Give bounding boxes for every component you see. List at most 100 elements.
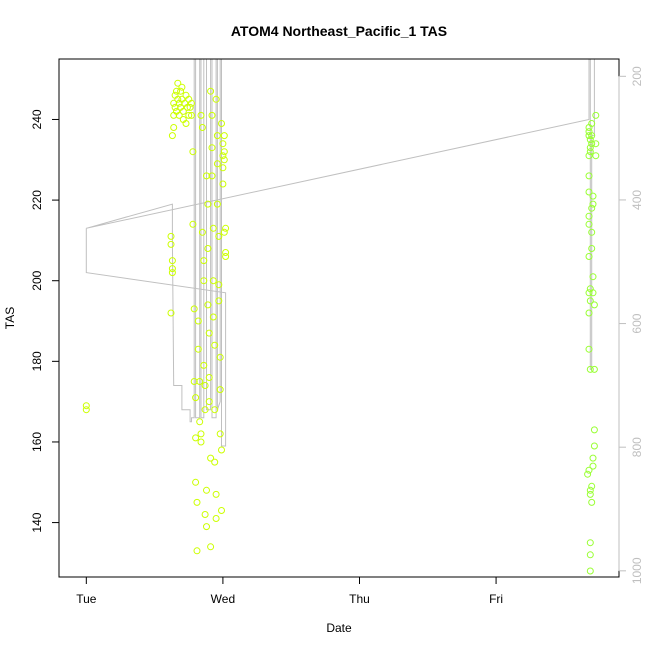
data-point (585, 289, 593, 297)
data-point (585, 172, 593, 180)
data-point (592, 140, 600, 148)
data-point (192, 394, 200, 402)
data-point (212, 515, 220, 522)
data-point (177, 87, 185, 95)
data-point (589, 192, 597, 200)
data-point (182, 120, 190, 127)
data-point (82, 406, 90, 414)
scatter-points (82, 79, 600, 575)
data-point (207, 454, 215, 462)
data-point (190, 305, 198, 313)
data-point (203, 523, 210, 531)
data-point (586, 136, 594, 144)
data-point (208, 144, 216, 152)
data-point (205, 374, 213, 381)
data-point (168, 257, 176, 265)
right-axis: 200 400 600 800 1000 (618, 66, 644, 584)
data-point (200, 361, 208, 369)
data-point (215, 281, 223, 289)
right-tick-label: 200 (630, 66, 644, 86)
data-point (203, 486, 210, 494)
data-point (192, 434, 200, 442)
series-line (85, 58, 595, 447)
data-point (205, 398, 213, 406)
data-point (222, 224, 230, 232)
data-point (220, 148, 228, 156)
data-point (212, 95, 220, 103)
data-point (585, 152, 593, 160)
data-point (82, 402, 90, 410)
y-axis-label: TAS (3, 307, 17, 329)
data-point (207, 87, 215, 95)
y-tick-label: 200 (30, 270, 44, 290)
data-point (204, 245, 212, 252)
y-tick-label: 140 (30, 512, 44, 532)
data-point (586, 551, 594, 559)
right-tick-label: 400 (630, 190, 644, 210)
data-point (205, 329, 213, 337)
data-point (168, 269, 176, 277)
data-point (192, 478, 200, 486)
x-axis: Tue Wed Thu Fri (76, 576, 503, 606)
data-point (220, 132, 228, 140)
data-point (589, 200, 597, 208)
data-point (211, 341, 219, 349)
data-point (209, 313, 217, 321)
data-point (216, 386, 224, 394)
data-point (168, 265, 176, 273)
data-point (188, 99, 195, 107)
data-point (213, 200, 221, 208)
x-tick-label: Thu (349, 592, 370, 606)
data-point (200, 257, 208, 265)
data-point (211, 458, 219, 466)
data-point (204, 301, 212, 309)
right-tick-label: 600 (630, 313, 644, 333)
data-point (222, 249, 230, 256)
chart-title: ATOM4 Northeast_Pacific_1 TAS (231, 23, 447, 39)
data-point (213, 132, 221, 140)
data-point (589, 289, 597, 297)
data-point (589, 462, 597, 470)
data-point (218, 507, 225, 514)
data-point (208, 172, 216, 180)
data-point (209, 277, 217, 285)
data-point (585, 188, 593, 196)
data-point (189, 220, 197, 228)
data-point (197, 111, 205, 119)
data-point (588, 140, 596, 148)
data-point (174, 79, 182, 87)
data-point (185, 111, 193, 119)
data-point (186, 103, 194, 111)
right-tick-label: 1000 (630, 557, 644, 584)
data-point (175, 111, 183, 119)
data-point (215, 232, 223, 240)
data-point (586, 148, 594, 156)
data-point (589, 454, 597, 462)
data-point (220, 228, 228, 236)
data-point (586, 144, 594, 152)
y-tick-label: 220 (30, 190, 44, 210)
data-point (168, 132, 176, 140)
data-point (198, 124, 206, 131)
data-point (586, 539, 594, 547)
data-point (193, 547, 201, 555)
x-tick-label: Fri (489, 592, 503, 606)
data-point (170, 124, 178, 131)
data-point (588, 482, 596, 490)
plot-frame (58, 58, 620, 578)
data-point (173, 87, 180, 95)
data-point (592, 152, 600, 160)
data-point (194, 345, 202, 353)
line-path (85, 58, 595, 447)
data-point (178, 83, 186, 91)
data-point (201, 406, 209, 414)
data-point (193, 498, 201, 506)
data-point (222, 253, 230, 260)
data-point (212, 490, 220, 498)
data-point (213, 160, 221, 168)
data-point (179, 107, 187, 115)
data-point (196, 418, 204, 426)
y-tick-label: 180 (30, 351, 44, 371)
data-point (198, 228, 206, 236)
